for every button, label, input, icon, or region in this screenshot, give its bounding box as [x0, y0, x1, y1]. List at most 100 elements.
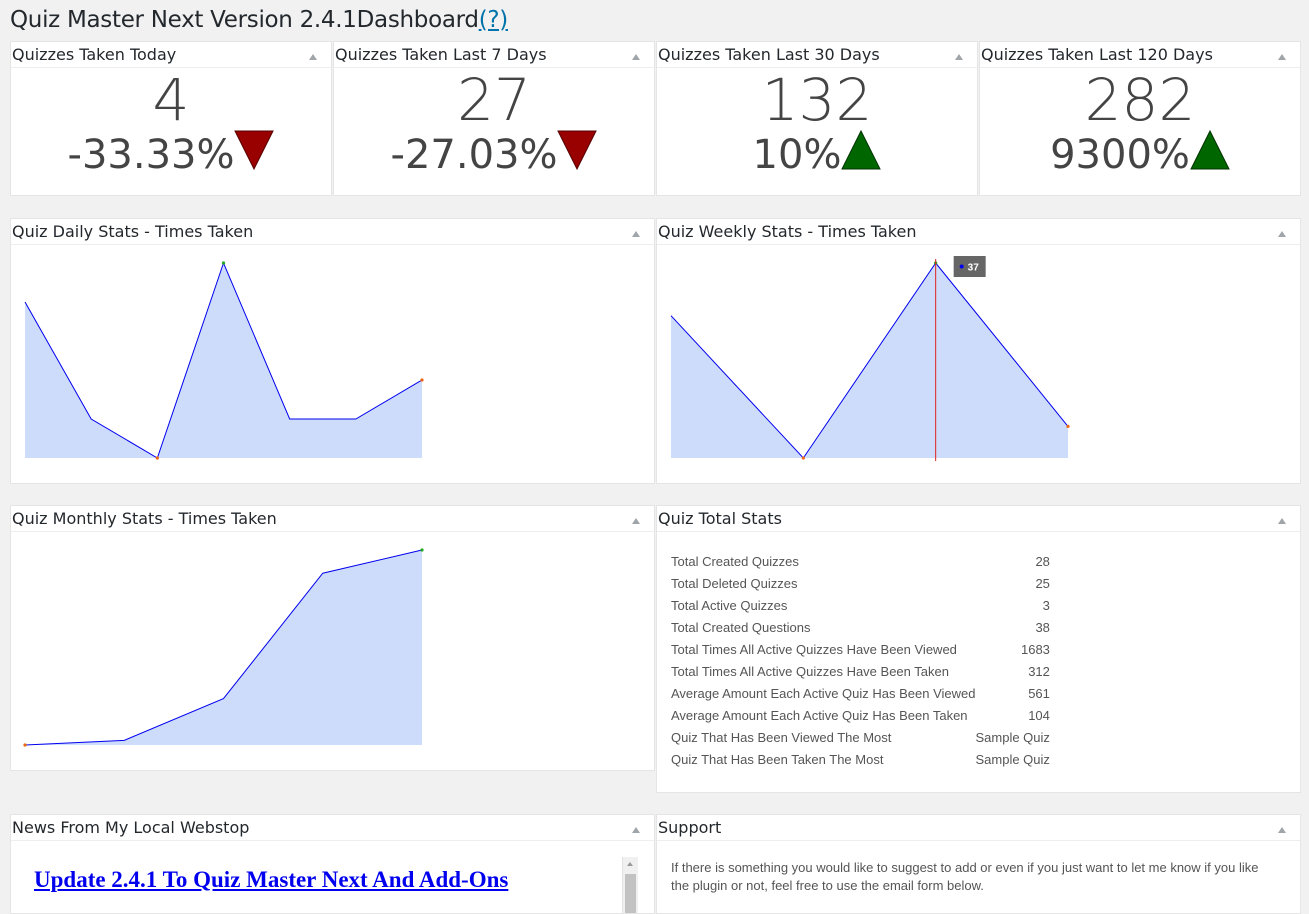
support-box: Support If there is something you would …: [656, 814, 1301, 914]
stat-label: Total Created Quizzes: [671, 553, 799, 569]
change-percent: -33.33%: [67, 132, 235, 178]
monthly-stats-chart[interactable]: [11, 531, 654, 771]
quizzes-count: 27: [457, 66, 531, 134]
total-stats-box: Quiz Total Stats Total Created Quizzes 28…: [656, 505, 1301, 793]
collapse-toggle-icon[interactable]: [1278, 231, 1286, 237]
collapse-toggle-icon[interactable]: [632, 518, 640, 524]
news-article-link[interactable]: Update 2.4.1 To Quiz Master Next And Add…: [34, 867, 509, 892]
chart-data-point: [420, 378, 424, 382]
tooltip-label: 37: [968, 263, 980, 274]
stat-label: Total Active Quizzes: [671, 597, 788, 613]
stat-value: 28: [1035, 553, 1050, 569]
box-header: Quiz Monthly Stats - Times Taken: [11, 506, 654, 532]
table-row: Average Amount Each Active Quiz Has Been…: [671, 704, 1050, 726]
stat-label: Quiz That Has Been Taken The Most: [671, 751, 884, 767]
box-title: Quiz Monthly Stats - Times Taken: [12, 509, 277, 528]
summary-box-today: Quizzes Taken Today 4 -33.33%: [10, 41, 332, 196]
scroll-thumb[interactable]: [625, 874, 636, 913]
stat-value: 25: [1035, 575, 1050, 591]
box-header: Support: [657, 815, 1300, 841]
change-row: 9300%: [980, 129, 1300, 178]
stat-value: 3: [1042, 597, 1050, 613]
page-title: Quiz Master Next Version 2.4.1Dashboard(…: [10, 7, 508, 33]
monthly-stats-box: Quiz Monthly Stats - Times Taken: [10, 505, 655, 771]
help-link[interactable]: (?): [478, 7, 509, 33]
quizzes-count: 282: [1084, 66, 1196, 134]
collapse-toggle-icon[interactable]: [1278, 54, 1286, 60]
table-row: Quiz That Has Been Viewed The Most Sample…: [671, 726, 1050, 748]
chart-data-point: [420, 548, 424, 552]
up-arrow-icon: [841, 129, 882, 170]
change-percent: 9300%: [1050, 132, 1190, 178]
collapse-toggle-icon[interactable]: [632, 231, 640, 237]
table-row: Total Created Quizzes 28: [671, 550, 1050, 572]
box-title: Quiz Weekly Stats - Times Taken: [658, 222, 917, 241]
collapse-toggle-icon[interactable]: [955, 54, 963, 60]
change-row: -27.03%: [334, 130, 654, 178]
stat-value: 312: [1028, 663, 1050, 679]
scroll-up-icon[interactable]: [627, 862, 633, 866]
page-title-text: Quiz Master Next Version 2.4.1Dashboard: [10, 7, 479, 33]
stat-label: Total Times All Active Quizzes Have Been…: [671, 663, 949, 679]
support-text: If there is something you would like to …: [671, 860, 1259, 893]
box-header: Quizzes Taken Last 30 Days: [657, 42, 977, 68]
box-header: Quiz Weekly Stats - Times Taken: [657, 219, 1300, 245]
collapse-toggle-icon[interactable]: [1278, 518, 1286, 524]
change-row: 10%: [657, 129, 977, 178]
tooltip-bullet-icon: [959, 264, 964, 269]
table-row: Quiz That Has Been Taken The Most Sample …: [671, 748, 1050, 770]
box-title: Quiz Total Stats: [658, 509, 782, 528]
summary-box-30-days: Quizzes Taken Last 30 Days 132 10%: [656, 41, 978, 196]
box-title: Quizzes Taken Last 120 Days: [981, 45, 1213, 64]
table-row: Average Amount Each Active Quiz Has Been…: [671, 682, 1050, 704]
table-row: Total Times All Active Quizzes Have Been…: [671, 638, 1050, 660]
box-header: Quizzes Taken Today: [11, 42, 331, 68]
stat-value: Sample Quiz: [975, 751, 1050, 767]
box-title: News From My Local Webstop: [12, 818, 250, 837]
stat-value: 104: [1028, 707, 1050, 723]
collapse-toggle-icon[interactable]: [632, 54, 640, 60]
summary-box-7-days: Quizzes Taken Last 7 Days 27 -27.03%: [333, 41, 655, 196]
stat-value: 1683: [1020, 641, 1050, 657]
chart-data-point: [221, 261, 226, 265]
chart-data-point: [801, 456, 805, 460]
box-header: News From My Local Webstop: [11, 815, 654, 841]
total-stats-table: Total Created Quizzes 28 Total Deleted Qu…: [671, 550, 1050, 770]
chart-area: [25, 263, 422, 458]
collapse-toggle-icon[interactable]: [1278, 827, 1286, 833]
box-header: Quizzes Taken Last 120 Days: [980, 42, 1300, 68]
table-row: Total Created Questions 38: [671, 616, 1050, 638]
daily-stats-chart[interactable]: [11, 244, 654, 484]
chart-tooltip: 37: [953, 256, 986, 277]
stat-label: Average Amount Each Active Quiz Has Been…: [671, 685, 976, 701]
stat-value: 561: [1028, 685, 1050, 701]
daily-stats-box: Quiz Daily Stats - Times Taken: [10, 218, 655, 484]
change-percent: 10%: [752, 132, 842, 178]
stat-label: Total Deleted Quizzes: [671, 575, 798, 591]
box-title: Quiz Daily Stats - Times Taken: [12, 222, 254, 241]
news-box: News From My Local Webstop Update 2.4.1 …: [10, 814, 655, 914]
stat-label: Average Amount Each Active Quiz Has Been…: [671, 707, 968, 723]
stat-label: Total Created Questions: [671, 619, 811, 635]
change-row: -33.33%: [11, 130, 331, 178]
box-header: Quizzes Taken Last 7 Days: [334, 42, 654, 68]
stat-label: Quiz That Has Been Viewed The Most: [671, 729, 892, 745]
weekly-stats-chart[interactable]: 37: [657, 244, 1300, 484]
chart-data-point: [155, 456, 159, 460]
collapse-toggle-icon[interactable]: [632, 827, 640, 833]
news-scrollbar[interactable]: [622, 857, 638, 913]
chart-series-line: [24, 549, 423, 746]
quizzes-count: 132: [761, 66, 873, 134]
weekly-stats-box: Quiz Weekly Stats - Times Taken 37: [656, 218, 1301, 484]
box-header: Quiz Daily Stats - Times Taken: [11, 219, 654, 245]
up-arrow-icon: [1190, 129, 1230, 170]
box-title: Support: [658, 818, 722, 837]
tooltip-background: [953, 256, 986, 277]
quizzes-count: 4: [152, 66, 190, 134]
collapse-toggle-icon[interactable]: [309, 54, 317, 60]
table-row: Total Times All Active Quizzes Have Been…: [671, 660, 1050, 682]
box-title: Quizzes Taken Last 30 Days: [658, 45, 880, 64]
summary-box-120-days: Quizzes Taken Last 120 Days 282 9300%: [979, 41, 1301, 196]
stat-value: Sample Quiz: [975, 729, 1050, 745]
chart-data-point: [1066, 424, 1070, 428]
